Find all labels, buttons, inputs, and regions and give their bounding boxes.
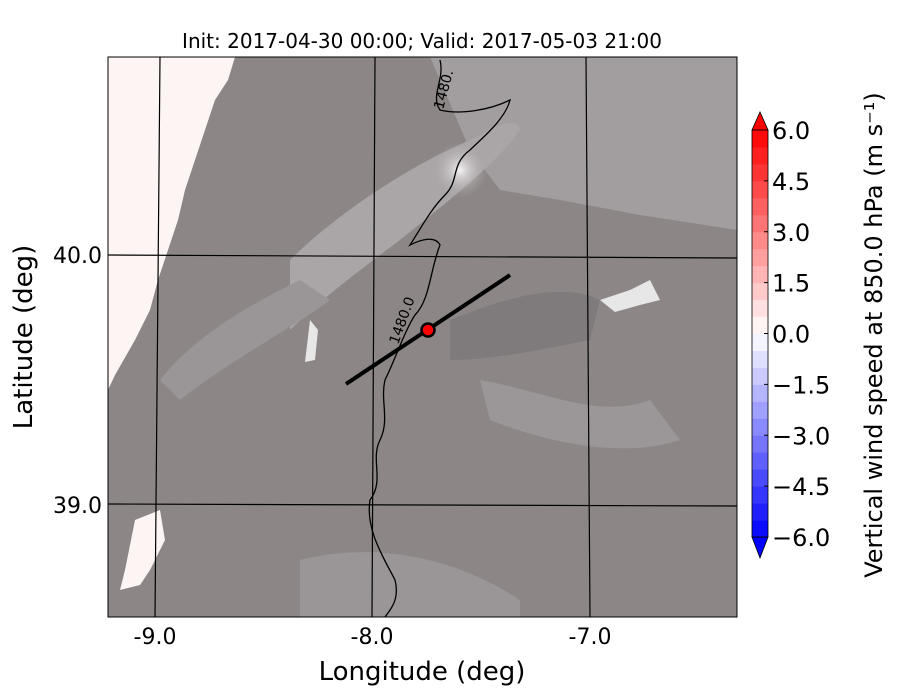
plot-frame	[107, 56, 738, 618]
colorbar-band	[752, 163, 768, 182]
y-axis-label: Latitude (deg)	[9, 245, 39, 430]
colorbar-tick-label: −1.5	[772, 371, 830, 399]
colorbar-band	[752, 520, 768, 538]
terrain-high-ne	[430, 57, 737, 230]
colorbar-band	[752, 180, 768, 199]
colorbar-band	[752, 231, 768, 250]
colorbar-band	[752, 282, 768, 301]
colorbar-tick-label: −4.5	[772, 473, 830, 501]
x-tick-label: -7.0	[569, 625, 612, 650]
colorbar-band	[752, 130, 768, 148]
plot-title: Init: 2017-04-30 00:00; Valid: 2017-05-0…	[182, 29, 662, 53]
colorbar-band	[752, 469, 768, 487]
colorbar-tick-label: 0.0	[772, 321, 810, 349]
colorbar-tick-label: 1.5	[772, 270, 810, 298]
colorbar-tick-label: −3.0	[772, 422, 830, 450]
colorbar-band	[752, 197, 768, 216]
river-patch	[600, 280, 660, 312]
terrain-zone	[480, 380, 680, 449]
colorbar-tick-label: 3.0	[772, 219, 810, 247]
colorbar-band	[752, 486, 768, 504]
terrain-valley	[450, 291, 600, 360]
colorbar-band	[752, 350, 768, 368]
cross-section-marker	[420, 322, 436, 338]
colorbar-band	[752, 435, 768, 453]
colorbar-band	[752, 248, 768, 267]
colorbar-tick-label: −6.0	[772, 524, 830, 552]
terrain-zone	[160, 280, 330, 400]
colorbar-band	[752, 367, 768, 385]
map-area	[108, 57, 737, 617]
y-tick-label: 39.0	[53, 494, 102, 519]
colorbar-band	[752, 503, 768, 521]
ocean-region	[108, 57, 235, 390]
terrain-peak	[432, 142, 488, 198]
colorbar-band	[752, 452, 768, 470]
colorbar-band	[752, 299, 768, 318]
colorbar-band	[752, 333, 768, 351]
colorbar-band	[752, 384, 768, 402]
colorbar-band	[752, 146, 768, 165]
colorbar-band	[752, 265, 768, 284]
colorbar-band	[752, 401, 768, 419]
y-tick-label: 40.0	[53, 244, 102, 269]
x-axis-label: Longitude (deg)	[319, 657, 526, 687]
contour-1480	[368, 59, 511, 617]
gridline-lon	[585, 57, 591, 617]
colorbar-band	[752, 214, 768, 233]
colorbar-tick-label: 6.0	[772, 117, 810, 145]
ocean-patch	[120, 510, 165, 590]
river-patch	[305, 320, 318, 362]
colorbar: 6.0 4.5 3.0 1.5 0.0 −1.5 −3.0 −4.5 −6.0	[751, 111, 830, 560]
gridline-lat	[108, 503, 737, 507]
gridline-lon	[371, 57, 376, 617]
colorbar-band	[752, 316, 768, 334]
gridline-lon	[154, 57, 161, 617]
terrain-zone	[300, 552, 520, 617]
gridline-lat	[108, 254, 737, 259]
x-tick-label: -9.0	[134, 625, 177, 650]
colorbar-extend-high	[751, 111, 769, 131]
x-tick-label: -8.0	[351, 625, 394, 650]
colorbar-extend-low	[751, 536, 769, 560]
colorbar-label: Vertical wind speed at 850.0 hPa (m s⁻¹)	[860, 92, 888, 578]
colorbar-tick-label: 4.5	[772, 168, 810, 196]
colorbar-band	[752, 418, 768, 436]
